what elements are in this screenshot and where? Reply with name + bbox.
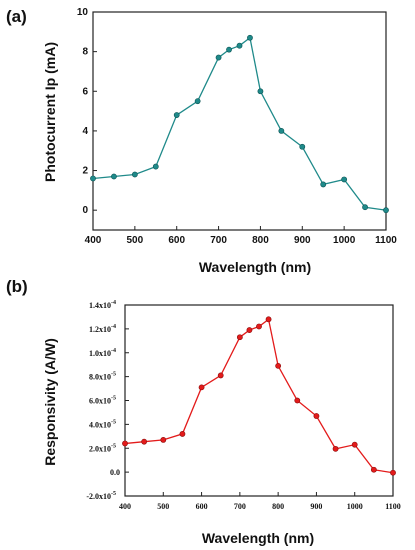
panel-b-y-tick-label: 1.0x10-4	[89, 348, 116, 358]
panel-a-plot-frame	[92, 11, 387, 231]
panel-a-x-tick-label: 1100	[375, 235, 397, 246]
panel-a-y-tick-label: 0	[82, 205, 88, 216]
panel-a-x-tick-label: 600	[168, 235, 185, 246]
panel-b-y-tick-label: 4.0x10-5	[89, 419, 116, 429]
panel-b-y-tick-label: 2.0x10-5	[89, 443, 116, 453]
panel-b-data-point	[294, 397, 301, 404]
panel-b-x-tick-label: 600	[196, 502, 208, 511]
panel-a-data-point	[90, 175, 96, 182]
panel-a-y-tick-label: 10	[77, 7, 89, 18]
panel-a-x-tick-label: 500	[127, 235, 144, 246]
panel-b-x-tick-label: 900	[310, 502, 322, 511]
panel-b-x-tick-label: 700	[234, 502, 246, 511]
panel-b-y-tick-label: 1.4x10-4	[89, 300, 116, 310]
panel-b-data-point	[390, 469, 396, 476]
panel-a-data-point	[194, 98, 201, 105]
panel-b-x-tick-label: 400	[119, 502, 131, 511]
panel-b-data-point	[275, 362, 282, 369]
panel-a-y-tick-label: 6	[82, 86, 88, 97]
panel-b-data-point	[122, 440, 128, 447]
panel-a-x-tick-label: 800	[252, 235, 269, 246]
panel-b-x-tick-label: 800	[272, 502, 284, 511]
panel-a-data-point	[131, 171, 138, 178]
panel-a-data-point	[383, 207, 389, 214]
panel-b-series-line	[124, 318, 394, 474]
panel-a-x-axis-title: Wavelength (nm)	[199, 259, 311, 275]
panel-a-data-point	[236, 42, 243, 49]
panel-b-data-point	[179, 431, 186, 437]
panel-b-data-point	[370, 466, 377, 473]
panel-a-data-point	[111, 173, 117, 180]
panel-a-y-tick-label: 2	[82, 166, 88, 177]
panel-b-data-point	[332, 445, 339, 452]
panel-b-x-axis-title: Wavelength (nm)	[202, 530, 314, 546]
plot-a: 400 500 600 700 800 900 1000 1100 0 2 4 6 8 10	[77, 7, 397, 246]
panel-a-data-point	[215, 54, 222, 61]
panel-a-data-point	[299, 143, 306, 150]
panel-b-y-tick-label: 6.0x10-5	[89, 396, 116, 406]
panel-a-x-tick-label: 400	[85, 235, 102, 246]
panel-a-x-tick-label: 700	[210, 235, 227, 246]
panel-b-data-point	[313, 413, 320, 419]
panel-b-y-axis-title: Responsivity (A/W)	[42, 338, 58, 466]
panel-a-y-axis-title: Photocurrent Ip (mA)	[42, 42, 58, 182]
panel-b-x-tick-label: 1000	[347, 502, 363, 511]
panel-a-x-tick-label: 1000	[333, 235, 356, 246]
panel-b-data-point	[141, 438, 148, 445]
panel-a-data-point	[257, 88, 264, 95]
panel-b-y-tick-label: -2.0x10-5	[86, 491, 116, 501]
panel-a-y-tick-label: 8	[82, 47, 88, 58]
panel-b-data-point	[265, 316, 272, 323]
panel-b-y-tick-label: 1.2x10-4	[89, 324, 116, 334]
panel-b-x-tick-label: 1100	[385, 502, 401, 511]
panel-a-data-point	[247, 34, 253, 41]
panel-b-data-point	[160, 436, 167, 443]
plot-b: 400 500 600 700 800 900 1000 1100 -2.0x10-5 0.0 2.…	[86, 300, 400, 511]
panel-b-plot-frame	[124, 304, 394, 497]
panel-b-data-point	[256, 323, 262, 330]
panel-b-y-tick-label: 0.0	[110, 468, 120, 477]
panel-b-label: (b)	[6, 277, 28, 296]
panel-a-data-point	[152, 163, 159, 170]
panel-a-label: (a)	[6, 7, 27, 26]
panel-a-series-line	[92, 36, 387, 211]
panel-a-data-point	[320, 181, 327, 188]
panel-b-x-tick-label: 500	[157, 502, 169, 511]
panel-a-data-point	[173, 112, 180, 118]
panel-b-data-point	[246, 327, 253, 333]
panel-a-data-point	[278, 128, 285, 134]
panel-a-data-point	[362, 204, 368, 211]
panel-a-data-point	[341, 176, 348, 183]
panel-a-data-point	[226, 46, 232, 53]
panel-b-y-tick-label: 8.0x10-5	[89, 372, 116, 382]
panel-b-data-point	[198, 384, 205, 391]
panel-b-data-point	[236, 334, 243, 341]
panel-a-y-tick-label: 4	[82, 126, 88, 137]
panel-a-x-tick-label: 900	[294, 235, 311, 246]
panel-b-data-point	[351, 441, 358, 448]
panel-b-data-point	[217, 372, 224, 379]
